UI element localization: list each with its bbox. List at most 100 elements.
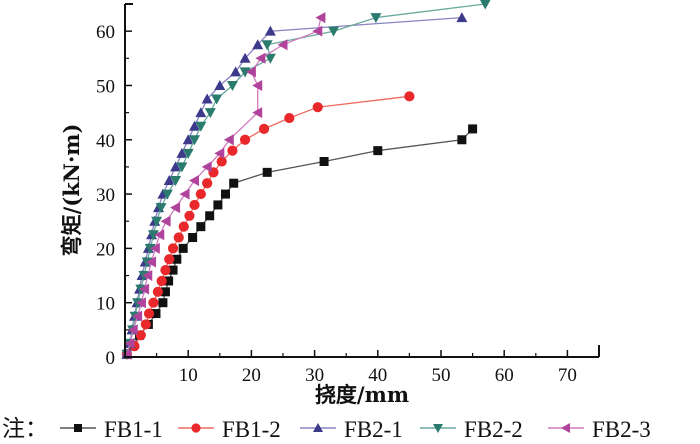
data-point-fb2-2	[195, 121, 207, 132]
data-point-fb1-2	[284, 112, 295, 124]
y-tick-label: 20	[96, 239, 115, 260]
data-point-fb2-1	[189, 120, 201, 131]
data-point-fb1-2	[178, 221, 189, 232]
data-point-fb2-3	[132, 310, 143, 322]
data-point-fb1-1	[172, 254, 182, 264]
data-point-fb1-1	[205, 211, 215, 221]
data-point-fb2-1	[230, 66, 242, 77]
data-point-fb1-2	[140, 319, 151, 330]
y-tick-label: 60	[96, 22, 115, 43]
data-point-fb1-1	[178, 243, 188, 253]
data-point-fb2-2	[261, 40, 273, 51]
data-point-fb1-1	[160, 287, 170, 297]
data-point-fb1-2	[404, 91, 415, 102]
data-point-fb2-1	[252, 39, 264, 50]
data-point-fb2-3	[315, 12, 326, 24]
legend-prefix: 注：	[2, 416, 48, 441]
legend-item-fb2-1: FB2-1	[300, 417, 403, 442]
legend-item-fb2-2: FB2-2	[420, 417, 523, 442]
data-point-fb2-3	[127, 324, 138, 336]
legend-item-fb1-1: FB1-1	[60, 417, 163, 442]
data-point-fb2-3	[312, 25, 323, 37]
data-point-fb2-3	[139, 283, 150, 295]
data-point-fb1-1	[220, 189, 230, 199]
series-fb1-2	[121, 91, 415, 360]
series-line-fb1-1	[126, 128, 474, 355]
y-tick-label: 10	[96, 294, 115, 315]
data-point-fb2-2	[211, 94, 223, 105]
data-point-fb1-1	[213, 200, 223, 210]
data-point-fb1-2	[156, 275, 167, 287]
data-point-fb1-1	[196, 222, 206, 232]
data-point-fb1-1	[262, 167, 272, 177]
data-point-fb2-1	[195, 107, 207, 118]
data-point-fb2-2	[189, 135, 201, 146]
data-point-fb1-2	[189, 199, 200, 211]
x-tick-label: 60	[495, 365, 514, 386]
data-point-fb1-1	[373, 146, 383, 156]
x-tick-label: 10	[179, 365, 198, 386]
y-axis-title: 弯矩/(kN·m)	[59, 124, 84, 257]
x-tick-label: 50	[432, 365, 451, 386]
series-line-fb2-2	[126, 3, 486, 355]
data-point-fb2-3	[179, 188, 190, 200]
x-tick-label: 20	[242, 365, 261, 386]
data-point-fb2-1	[214, 79, 226, 90]
legend: 注： FB1-1 FB1-2 FB2-1 FB2-2 FB2-3	[2, 416, 651, 442]
data-point-fb1-2	[195, 188, 206, 200]
data-point-fb2-1	[239, 52, 251, 63]
data-point-fb1-1	[319, 156, 329, 166]
data-point-fb2-3	[214, 147, 225, 159]
y-tick-label: 0	[106, 348, 116, 369]
data-point-fb2-3	[223, 134, 234, 146]
data-point-fb2-3	[277, 39, 288, 51]
data-point-fb2-2	[151, 216, 163, 227]
data-point-fb2-2	[176, 162, 188, 173]
y-tick-label: 30	[96, 185, 115, 206]
data-point-fb2-2	[182, 148, 194, 159]
data-point-fb2-3	[170, 202, 181, 214]
axes	[124, 3, 600, 358]
legend-marker	[433, 424, 443, 433]
data-point-fb1-1	[168, 265, 178, 275]
data-point-fb2-3	[245, 66, 256, 78]
data-point-fb1-2	[258, 123, 270, 135]
x-tick-label: 70	[558, 365, 577, 386]
series-line-fb2-1	[126, 16, 462, 355]
data-point-fb1-2	[160, 265, 171, 276]
data-point-fb1-2	[135, 330, 146, 341]
y-tick-label: 40	[96, 131, 115, 152]
data-point-fb1-2	[184, 210, 195, 221]
legend-label: FB2-2	[464, 417, 523, 442]
data-point-fb1-1	[151, 309, 161, 319]
data-point-fb1-1	[468, 124, 478, 134]
legend-label: FB1-1	[104, 417, 163, 442]
x-axis-title: 挠度/mm	[315, 382, 409, 407]
series-fb2-3	[121, 12, 326, 360]
data-point-fb2-2	[147, 230, 159, 241]
data-point-fb2-1	[170, 161, 182, 172]
data-point-fb2-2	[226, 80, 238, 91]
legend-label: FB1-2	[222, 417, 281, 442]
ticks: 10 20 30 40 50 60 70 0 10 20 30 40 50 60	[96, 22, 577, 386]
legend-item-fb1-2: FB1-2	[178, 417, 281, 442]
data-point-fb1-1	[229, 178, 239, 188]
data-point-fb2-3	[255, 52, 266, 64]
legend-item-fb2-3: FB2-3	[548, 417, 651, 442]
data-point-fb2-3	[149, 242, 160, 254]
data-point-fb2-3	[160, 215, 171, 227]
x-tick-label: 30	[305, 365, 324, 386]
data-point-fb2-3	[146, 256, 157, 268]
data-point-fb2-2	[264, 53, 276, 64]
data-point-fb2-3	[189, 175, 200, 186]
legend-label: FB2-1	[344, 417, 403, 442]
series-fb2-2	[121, 0, 491, 360]
data-point-fb2-2	[170, 176, 182, 186]
data-point-fb2-1	[264, 25, 276, 36]
data-point-fb2-1	[176, 147, 188, 158]
data-point-fb2-2	[328, 26, 340, 37]
legend-marker	[561, 423, 570, 433]
data-point-fb2-2	[480, 0, 491, 10]
data-point-fb1-2	[148, 297, 159, 308]
